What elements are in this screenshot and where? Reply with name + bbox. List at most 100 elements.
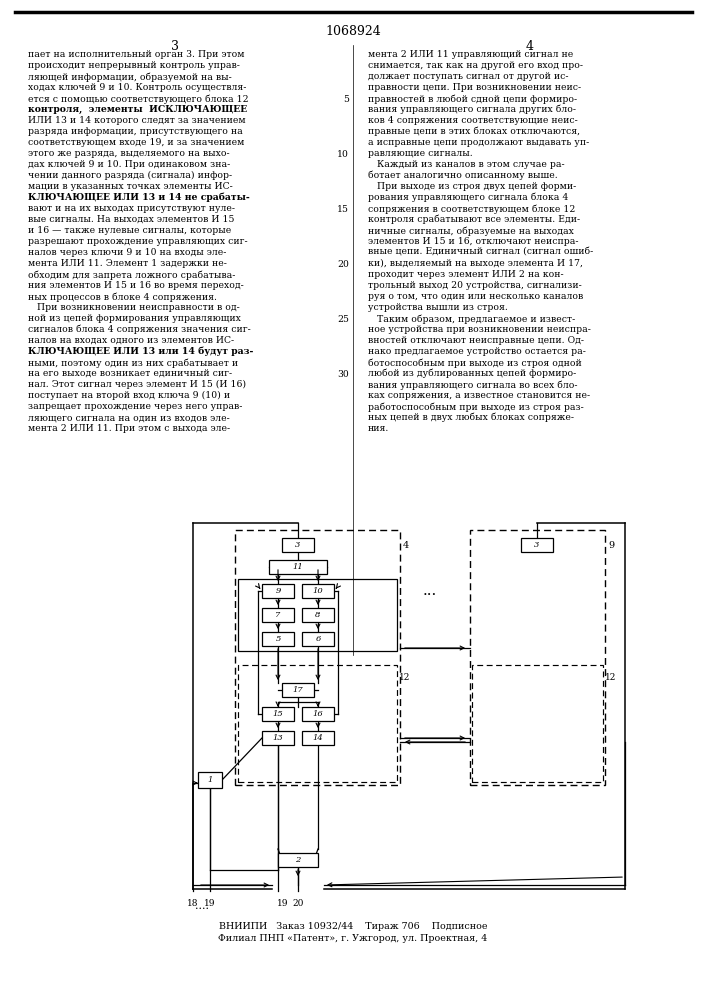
Text: сигналов блока 4 сопряжения значения сиг-: сигналов блока 4 сопряжения значения сиг…: [28, 325, 251, 334]
Text: мента 2 ИЛИ 11 управляющий сигнал не: мента 2 ИЛИ 11 управляющий сигнал не: [368, 50, 573, 59]
Text: 5: 5: [343, 95, 349, 104]
Text: чении данного разряда (сигнала) инфор-: чении данного разряда (сигнала) инфор-: [28, 171, 232, 180]
Text: обходим для запрета ложного срабатыва-: обходим для запрета ложного срабатыва-: [28, 270, 235, 279]
Text: нал. Этот сигнал через элемент И 15 (И 16): нал. Этот сигнал через элемент И 15 (И 1…: [28, 380, 246, 389]
Text: ВНИИПИ   Заказ 10932/44    Тираж 706    Подписное: ВНИИПИ Заказ 10932/44 Тираж 706 Подписно…: [218, 922, 487, 931]
Text: 30: 30: [337, 370, 349, 379]
Text: правные цепи в этих блоках отключаются,: правные цепи в этих блоках отключаются,: [368, 127, 580, 136]
Bar: [282, 538, 314, 552]
Bar: [470, 530, 605, 785]
Bar: [235, 530, 400, 785]
Text: ботоспособным при выходе из строя одной: ботоспособным при выходе из строя одной: [368, 358, 582, 367]
Text: нако предлагаемое устройство остается ра-: нако предлагаемое устройство остается ра…: [368, 347, 586, 356]
Bar: [262, 707, 294, 721]
Text: налов через ключи 9 и 10 на входы эле-: налов через ключи 9 и 10 на входы эле-: [28, 248, 226, 257]
Text: ной из цепей формирования управляющих: ной из цепей формирования управляющих: [28, 314, 241, 323]
Text: правностей в любой сдной цепи формиро-: правностей в любой сдной цепи формиро-: [368, 94, 577, 104]
Text: ботает аналогично описанному выше.: ботает аналогично описанному выше.: [368, 171, 558, 180]
Text: ходах ключей 9 и 10. Контроль осуществля-: ходах ключей 9 и 10. Контроль осуществля…: [28, 83, 246, 92]
Text: 10: 10: [312, 587, 323, 595]
Text: соответствующем входе 19, и за значением: соответствующем входе 19, и за значением: [28, 138, 245, 147]
Text: 8: 8: [315, 611, 321, 619]
Text: ния элементов И 15 и 16 во время переход-: ния элементов И 15 и 16 во время переход…: [28, 281, 244, 290]
Text: 9: 9: [608, 540, 614, 550]
Text: 19: 19: [204, 899, 216, 908]
Bar: [198, 772, 222, 788]
Text: 20: 20: [292, 899, 304, 908]
Text: ляющего сигнала на один из входов эле-: ляющего сигнала на один из входов эле-: [28, 413, 230, 422]
Text: 17: 17: [293, 686, 303, 694]
Bar: [472, 665, 603, 782]
Text: 16: 16: [312, 710, 323, 718]
Text: разряда информации, присутствующего на: разряда информации, присутствующего на: [28, 127, 243, 136]
Text: 1: 1: [207, 776, 213, 784]
Text: ляющей информации, образуемой на вы-: ляющей информации, образуемой на вы-: [28, 72, 232, 82]
Text: Таким образом, предлагаемое и извест-: Таким образом, предлагаемое и извест-: [368, 314, 575, 324]
Bar: [262, 731, 294, 745]
Text: 19: 19: [277, 899, 288, 908]
Text: вают и на их выходах присутствуют нуле-: вают и на их выходах присутствуют нуле-: [28, 204, 235, 213]
Text: рования управляющего сигнала блока 4: рования управляющего сигнала блока 4: [368, 193, 568, 202]
Text: 11: 11: [293, 563, 303, 571]
Text: а исправные цепи продолжают выдавать уп-: а исправные цепи продолжают выдавать уп-: [368, 138, 589, 147]
Bar: [238, 579, 397, 651]
Text: ....: ....: [194, 901, 209, 911]
Text: снимается, так как на другой его вход про-: снимается, так как на другой его вход пр…: [368, 61, 583, 70]
Text: 1068924: 1068924: [325, 25, 381, 38]
Text: налов на входах одного из элементов ИС-: налов на входах одного из элементов ИС-: [28, 336, 234, 345]
Text: 25: 25: [337, 315, 349, 324]
Text: 3: 3: [534, 541, 539, 549]
Text: контроля срабатывают все элементы. Еди-: контроля срабатывают все элементы. Еди-: [368, 215, 580, 225]
Bar: [521, 538, 553, 552]
Text: любой из дублированных цепей формиро-: любой из дублированных цепей формиро-: [368, 369, 576, 378]
Text: 5: 5: [275, 635, 281, 643]
Text: 4: 4: [403, 540, 409, 550]
Text: вные цепи. Единичный сигнал (сигнал ошиб-: вные цепи. Единичный сигнал (сигнал ошиб…: [368, 248, 593, 257]
Text: мента 2 ИЛИ 11. При этом с выхода эле-: мента 2 ИЛИ 11. При этом с выхода эле-: [28, 424, 230, 433]
Text: этого же разряда, выделяемого на выхо-: этого же разряда, выделяемого на выхо-: [28, 149, 230, 158]
Text: 7: 7: [275, 611, 281, 619]
Text: КЛЮЧАЮЩЕЕ ИЛИ 13 и 14 не срабаты-: КЛЮЧАЮЩЕЕ ИЛИ 13 и 14 не срабаты-: [28, 193, 250, 202]
Text: пает на исполнительный орган 3. При этом: пает на исполнительный орган 3. При этом: [28, 50, 245, 59]
Text: ных цепей в двух любых блоках сопряже-: ных цепей в двух любых блоках сопряже-: [368, 413, 574, 422]
Text: трольный выход 20 устройства, сигнализи-: трольный выход 20 устройства, сигнализи-: [368, 281, 582, 290]
Text: 2: 2: [296, 856, 300, 864]
Text: 14: 14: [312, 734, 323, 742]
Text: 18: 18: [187, 899, 199, 908]
Text: Каждый из каналов в этом случае ра-: Каждый из каналов в этом случае ра-: [368, 160, 565, 169]
Text: равляющие сигналы.: равляющие сигналы.: [368, 149, 473, 158]
Text: правности цепи. При возникновении неис-: правности цепи. При возникновении неис-: [368, 83, 581, 92]
Text: ках сопряжения, а известное становится не-: ках сопряжения, а известное становится н…: [368, 391, 590, 400]
Text: запрещает прохождение через него управ-: запрещает прохождение через него управ-: [28, 402, 243, 411]
Text: 3: 3: [171, 40, 179, 53]
Text: 6: 6: [315, 635, 321, 643]
Text: мента ИЛИ 11. Элемент 1 задержки не-: мента ИЛИ 11. Элемент 1 задержки не-: [28, 259, 227, 268]
Bar: [302, 707, 334, 721]
Text: ки), выделяемый на выходе элемента И 17,: ки), выделяемый на выходе элемента И 17,: [368, 259, 583, 268]
Text: элементов И 15 и 16, отключают неиспра-: элементов И 15 и 16, отключают неиспра-: [368, 237, 578, 246]
Text: 12: 12: [399, 673, 410, 682]
Text: ничные сигналы, образуемые на выходах: ничные сигналы, образуемые на выходах: [368, 226, 574, 235]
Text: При возникновении неисправности в од-: При возникновении неисправности в од-: [28, 303, 240, 312]
Text: 15: 15: [337, 205, 349, 214]
Text: разрешают прохождение управляющих сиг-: разрешают прохождение управляющих сиг-: [28, 237, 247, 246]
Text: контроля,  элементы  ИСКЛЮЧАЮЩЕЕ: контроля, элементы ИСКЛЮЧАЮЩЕЕ: [28, 105, 247, 114]
Bar: [262, 608, 294, 622]
Text: КЛЮЧАЮЩЕЕ ИЛИ 13 или 14 будут раз-: КЛЮЧАЮЩЕЕ ИЛИ 13 или 14 будут раз-: [28, 347, 253, 357]
Text: вностей отключают неисправные цепи. Од-: вностей отключают неисправные цепи. Од-: [368, 336, 584, 345]
Text: дах ключей 9 и 10. При одинаковом зна-: дах ключей 9 и 10. При одинаковом зна-: [28, 160, 230, 169]
Text: 13: 13: [273, 734, 284, 742]
Text: ных процессов в блоке 4 сопряжения.: ных процессов в блоке 4 сопряжения.: [28, 292, 217, 302]
Bar: [302, 608, 334, 622]
Text: и 16 — также нулевые сигналы, которые: и 16 — также нулевые сигналы, которые: [28, 226, 231, 235]
Text: 3: 3: [296, 541, 300, 549]
Text: сопряжения в соответствующем блоке 12: сопряжения в соответствующем блоке 12: [368, 204, 575, 214]
Text: проходит через элемент ИЛИ 2 на кон-: проходит через элемент ИЛИ 2 на кон-: [368, 270, 563, 279]
Text: Филиал ПНП «Патент», г. Ужгород, ул. Проектная, 4: Филиал ПНП «Патент», г. Ужгород, ул. Про…: [218, 934, 488, 943]
Text: ется с помощью соответствующего блока 12: ется с помощью соответствующего блока 12: [28, 94, 249, 104]
Text: При выходе из строя двух цепей форми-: При выходе из строя двух цепей форми-: [368, 182, 576, 191]
Text: 10: 10: [337, 150, 349, 159]
Text: вые сигналы. На выходах элементов И 15: вые сигналы. На выходах элементов И 15: [28, 215, 235, 224]
Text: устройства вышли из строя.: устройства вышли из строя.: [368, 303, 508, 312]
Text: ...: ...: [423, 584, 437, 598]
